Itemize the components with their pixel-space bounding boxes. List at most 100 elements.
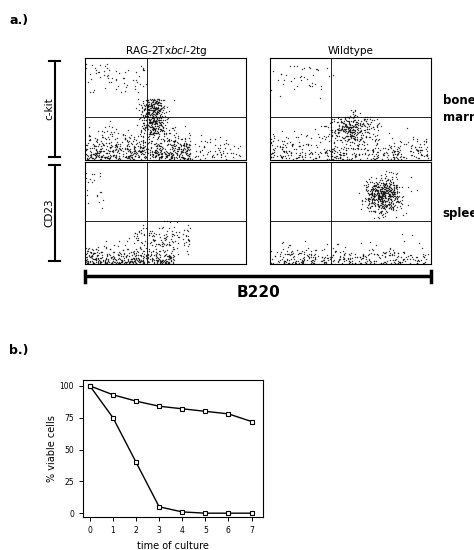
- Point: [375, 118, 383, 127]
- Point: [292, 260, 300, 268]
- Point: [388, 191, 396, 200]
- Point: [394, 142, 401, 151]
- Point: [374, 200, 382, 209]
- Point: [212, 134, 219, 143]
- Point: [112, 67, 119, 75]
- Point: [312, 141, 319, 150]
- Point: [274, 256, 282, 265]
- Point: [161, 217, 168, 226]
- Point: [162, 108, 170, 117]
- Point: [143, 239, 151, 248]
- Point: [315, 66, 322, 75]
- Point: [144, 109, 151, 118]
- Point: [346, 257, 353, 266]
- Point: [141, 112, 149, 120]
- Point: [373, 185, 380, 194]
- Point: [152, 118, 160, 127]
- Point: [85, 122, 93, 131]
- Point: [208, 152, 216, 161]
- Point: [311, 250, 319, 259]
- Point: [186, 140, 194, 149]
- Point: [391, 189, 398, 197]
- Point: [167, 150, 174, 158]
- Point: [120, 258, 128, 267]
- Point: [134, 254, 142, 262]
- Point: [296, 248, 303, 257]
- Point: [395, 188, 403, 197]
- Point: [156, 120, 164, 129]
- Point: [367, 173, 374, 182]
- Point: [140, 104, 147, 113]
- Point: [270, 147, 278, 156]
- Point: [128, 153, 136, 162]
- Point: [178, 152, 185, 161]
- Point: [382, 167, 390, 176]
- Point: [118, 246, 126, 255]
- Point: [170, 155, 177, 163]
- Point: [175, 233, 183, 241]
- Point: [291, 257, 299, 266]
- Point: [385, 192, 392, 201]
- Point: [182, 150, 190, 159]
- Point: [381, 169, 389, 178]
- Point: [367, 192, 375, 201]
- Point: [318, 257, 325, 266]
- Point: [201, 136, 209, 145]
- Point: [156, 127, 164, 136]
- Point: [299, 258, 306, 267]
- Point: [141, 153, 149, 162]
- Point: [392, 194, 399, 203]
- Point: [162, 129, 170, 138]
- Point: [271, 133, 278, 142]
- Point: [174, 233, 182, 242]
- Point: [348, 128, 356, 136]
- Point: [387, 188, 395, 197]
- Point: [125, 136, 133, 145]
- Point: [375, 191, 383, 200]
- Point: [146, 107, 153, 116]
- Point: [182, 145, 189, 154]
- Point: [323, 149, 330, 158]
- Point: [116, 260, 124, 268]
- Point: [151, 147, 159, 156]
- Point: [377, 196, 384, 205]
- Point: [149, 96, 157, 105]
- Point: [337, 136, 345, 145]
- Point: [150, 257, 157, 266]
- Point: [300, 155, 307, 164]
- Point: [340, 117, 348, 125]
- Point: [132, 234, 140, 243]
- Point: [348, 257, 356, 266]
- Point: [342, 139, 350, 148]
- Point: [144, 125, 152, 134]
- Point: [99, 140, 107, 149]
- Point: [292, 258, 300, 267]
- Point: [123, 257, 131, 266]
- Point: [227, 148, 235, 157]
- Point: [173, 138, 181, 146]
- Point: [305, 149, 313, 158]
- Point: [320, 257, 328, 266]
- Point: [391, 190, 398, 199]
- Point: [131, 148, 139, 157]
- Point: [146, 231, 153, 240]
- Point: [298, 64, 305, 73]
- Point: [385, 179, 392, 188]
- Point: [102, 236, 110, 245]
- Point: [311, 246, 319, 255]
- Point: [346, 125, 354, 134]
- Point: [98, 257, 105, 266]
- Point: [356, 123, 364, 132]
- Point: [100, 146, 108, 155]
- Point: [82, 150, 90, 158]
- Point: [317, 147, 324, 156]
- Point: [131, 152, 139, 161]
- Point: [165, 134, 173, 143]
- Point: [114, 147, 122, 156]
- Point: [372, 190, 379, 199]
- Point: [105, 138, 112, 147]
- Point: [414, 256, 422, 265]
- Point: [145, 257, 153, 266]
- Point: [89, 246, 97, 255]
- Point: [389, 146, 396, 155]
